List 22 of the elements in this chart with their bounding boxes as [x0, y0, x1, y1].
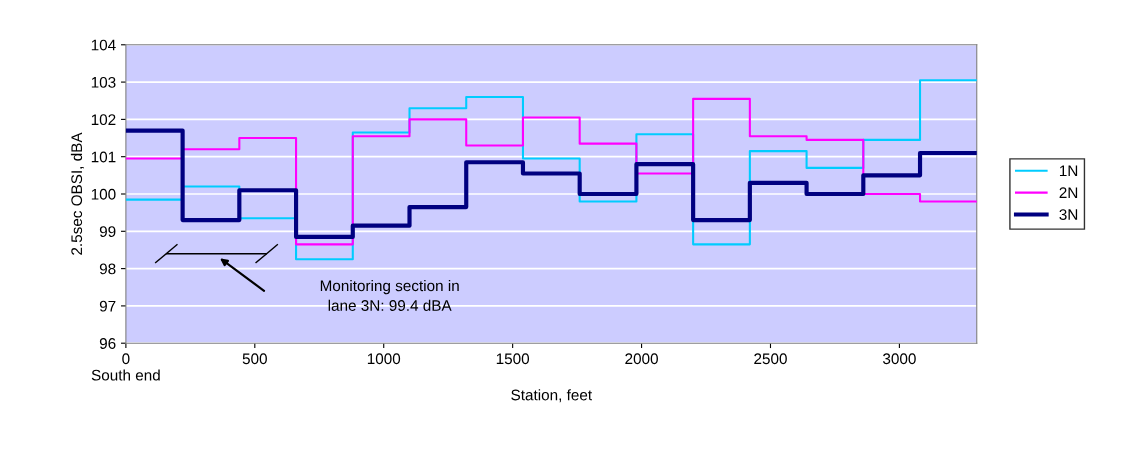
legend-label: 1N [1059, 165, 1078, 177]
legend-label: 3N [1059, 209, 1078, 220]
y-tick-label: 101 [91, 151, 116, 163]
y-axis-title: 2.5sec OBSI, dBA [70, 132, 84, 255]
y-tick-label: 100 [91, 188, 116, 200]
x-axis-title: Station, feet [511, 389, 592, 403]
y-tick-label: 98 [99, 263, 116, 275]
y-tick-label: 99 [99, 226, 116, 237]
x-tick-label: 500 [242, 353, 267, 365]
legend-label: 2N [1059, 187, 1078, 198]
y-tick-label: 102 [91, 114, 116, 126]
x-tick-label: 0 South end [91, 353, 160, 381]
x-tick-label: 1000 [367, 353, 401, 365]
y-tick-label: 96 [99, 338, 116, 349]
y-tick-label: 97 [99, 300, 116, 312]
x-tick-label: 3000 [883, 353, 916, 365]
x-tick-label: 2000 [625, 353, 658, 365]
x-tick-label: 2500 [754, 353, 787, 365]
annotation: Monitoring section in lane 3N: 99.4 dBA [320, 279, 459, 311]
x-tick-label: 1500 [496, 353, 530, 365]
y-tick-label: 103 [91, 76, 116, 88]
y-tick-label: 104 [91, 39, 116, 51]
